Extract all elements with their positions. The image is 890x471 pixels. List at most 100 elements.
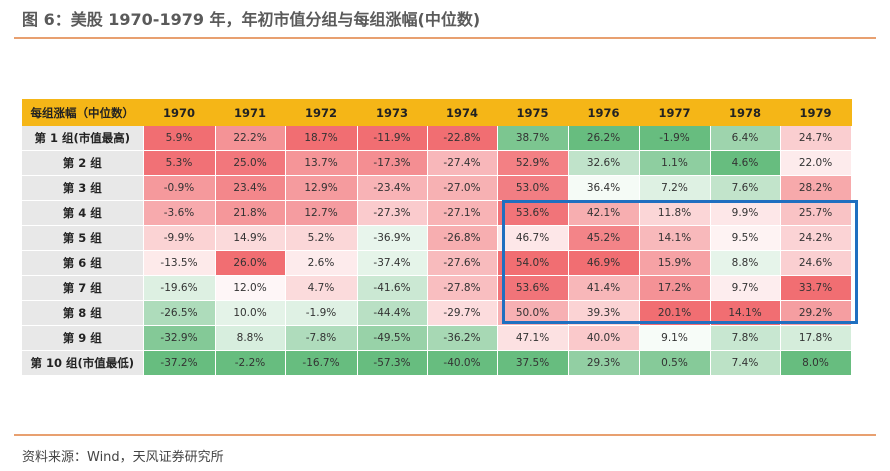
column-header-1979: 1979 [780, 99, 852, 126]
heatmap-cell: 26.0% [215, 250, 286, 276]
heatmap-cell: -1.9% [639, 126, 711, 151]
heatmap-cell: 5.2% [285, 225, 358, 251]
heatmap-cell: 2.6% [285, 250, 358, 276]
row-label: 第 8 组 [22, 300, 144, 326]
heatmap-cell: 7.6% [710, 175, 781, 201]
table-row: 第 5 组 -9.9% 14.9% 5.2% -36.9% -26.8% 46.7% 45.2… [22, 225, 852, 251]
row-label: 第 4 组 [22, 200, 144, 226]
heatmap-cell: 7.2% [639, 175, 711, 201]
heatmap-cell: -3.6% [143, 200, 216, 226]
column-header-1970: 1970 [143, 99, 216, 126]
header-row: 每组涨幅（中位数） 1970 1971 1972 1973 1974 1975 1976 19… [22, 99, 852, 126]
heatmap-cell: -0.9% [143, 175, 216, 201]
heatmap-cell: -26.5% [143, 300, 216, 326]
figure-title: 图 6：美股 1970-1979 年，年初市值分组与每组涨幅(中位数) [22, 10, 481, 29]
heatmap-cell: 14.9% [215, 225, 286, 251]
row-label: 第 10 组(市值最低) [22, 350, 144, 376]
heatmap-cell: -40.0% [427, 350, 498, 376]
heatmap-cell: -27.4% [427, 150, 498, 176]
column-header-1975: 1975 [497, 99, 569, 126]
heatmap-cell: 26.2% [568, 126, 640, 151]
row-label: 第 1 组(市值最高) [22, 126, 144, 151]
heatmap-cell: 8.8% [710, 250, 781, 276]
heatmap-cell: 28.2% [780, 175, 852, 201]
heatmap-cell: 54.0% [497, 250, 569, 276]
table-row: 第 7 组 -19.6% 12.0% 4.7% -41.6% -27.8% 53.6% 41.… [22, 275, 852, 301]
title-divider [14, 37, 876, 39]
heatmap-cell: 15.9% [639, 250, 711, 276]
heatmap-cell: 24.2% [780, 225, 852, 251]
heatmap-cell: 9.1% [639, 325, 711, 351]
heatmap-cell: 41.4% [568, 275, 640, 301]
heatmap-cell: 22.0% [780, 150, 852, 176]
column-header-1971: 1971 [215, 99, 286, 126]
table-row: 第 1 组(市值最高) 5.9% 22.2% 18.7% -11.9% -22.8% 38.… [22, 126, 852, 151]
table-row: 第 3 组 -0.9% 23.4% 12.9% -23.4% -27.0% 53.0% 36.… [22, 175, 852, 201]
heatmap-cell: 10.0% [215, 300, 286, 326]
heatmap-cell: 11.8% [639, 200, 711, 226]
heatmap-cell: 24.6% [780, 250, 852, 276]
heatmap-cell: 5.9% [143, 126, 216, 151]
heatmap-cell: 52.9% [497, 150, 569, 176]
heatmap-cell: -2.2% [215, 350, 286, 376]
row-label: 第 7 组 [22, 275, 144, 301]
table-row: 第 10 组(市值最低) -37.2% -2.2% -16.7% -57.3% -40.0… [22, 350, 852, 376]
table-row: 第 2 组 5.3% 25.0% 13.7% -17.3% -27.4% 52.9% 32.6… [22, 150, 852, 176]
heatmap-cell: 12.9% [285, 175, 358, 201]
heatmap-cell: 0.5% [639, 350, 711, 376]
heatmap-cell: 36.4% [568, 175, 640, 201]
heatmap-cell: 42.1% [568, 200, 640, 226]
heatmap-cell: 12.0% [215, 275, 286, 301]
heatmap-cell: 46.9% [568, 250, 640, 276]
heatmap-cell: 5.3% [143, 150, 216, 176]
heatmap-cell: 13.7% [285, 150, 358, 176]
heatmap-cell: 12.7% [285, 200, 358, 226]
row-label: 第 5 组 [22, 225, 144, 251]
heatmap-cell: 46.7% [497, 225, 569, 251]
heatmap-cell: 20.1% [639, 300, 711, 326]
heatmap-cell: -23.4% [357, 175, 428, 201]
heatmap-cell: 32.6% [568, 150, 640, 176]
heatmap-cell: 53.6% [497, 275, 569, 301]
heatmap-cell: 22.2% [215, 126, 286, 151]
heatmap-cell: -57.3% [357, 350, 428, 376]
column-header-1972: 1972 [285, 99, 358, 126]
heatmap-cell: 33.7% [780, 275, 852, 301]
heatmap-cell: 29.2% [780, 300, 852, 326]
heatmap-cell: 25.0% [215, 150, 286, 176]
table-row: 第 4 组 -3.6% 21.8% 12.7% -27.3% -27.1% 53.6% 42.… [22, 200, 852, 226]
heatmap-cell: 24.7% [780, 126, 852, 151]
heatmap-cell: 23.4% [215, 175, 286, 201]
footer-divider [14, 434, 876, 436]
heatmap-cell: 53.0% [497, 175, 569, 201]
heatmap-cell: -29.7% [427, 300, 498, 326]
heatmap-cell: 47.1% [497, 325, 569, 351]
heatmap-cell: 7.8% [710, 325, 781, 351]
heatmap-cell: -26.8% [427, 225, 498, 251]
heatmap-cell: -27.1% [427, 200, 498, 226]
heatmap-cell: 4.7% [285, 275, 358, 301]
column-header-1973: 1973 [357, 99, 428, 126]
row-label: 第 6 组 [22, 250, 144, 276]
row-label: 第 9 组 [22, 325, 144, 351]
heatmap-cell: -32.9% [143, 325, 216, 351]
row-label: 第 2 组 [22, 150, 144, 176]
heatmap-cell: -37.2% [143, 350, 216, 376]
heatmap-cell: 18.7% [285, 126, 358, 151]
heatmap-cell: -17.3% [357, 150, 428, 176]
heatmap-cell: 17.8% [780, 325, 852, 351]
heatmap-cell: -27.8% [427, 275, 498, 301]
heatmap-cell: -37.4% [357, 250, 428, 276]
heatmap-cell: 25.7% [780, 200, 852, 226]
heatmap-cell: 39.3% [568, 300, 640, 326]
heatmap-cell: 40.0% [568, 325, 640, 351]
heatmap-cell: -41.6% [357, 275, 428, 301]
corner-label: 每组涨幅（中位数） [22, 99, 144, 126]
heatmap-cell: -11.9% [357, 126, 428, 151]
heatmap-cell: -19.6% [143, 275, 216, 301]
heatmap-cell: 9.5% [710, 225, 781, 251]
heatmap-cell: -27.0% [427, 175, 498, 201]
source-note: 资料来源：Wind，天风证券研究所 [22, 450, 224, 465]
heatmap-cell: 9.7% [710, 275, 781, 301]
heatmap-cell: -13.5% [143, 250, 216, 276]
